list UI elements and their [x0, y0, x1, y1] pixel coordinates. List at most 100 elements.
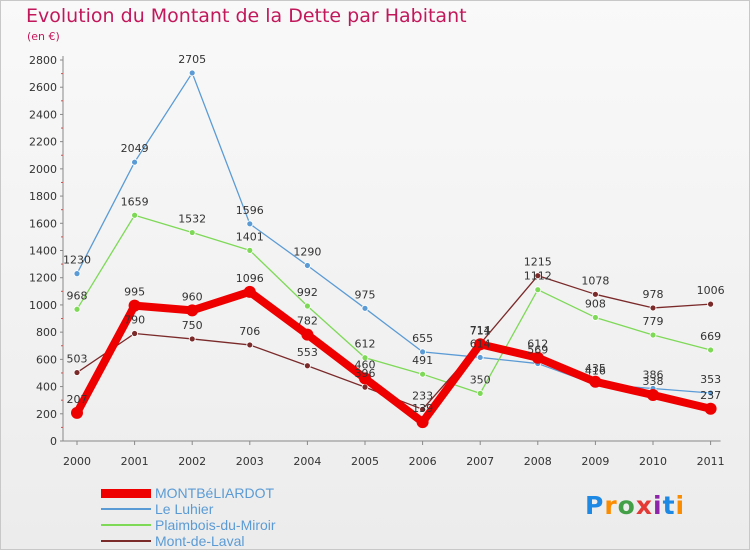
data-label: 750 [182, 319, 203, 332]
data-label: 706 [239, 325, 260, 338]
data-point [531, 351, 544, 364]
legend-label-le-luhier: Le Luhier [155, 501, 214, 517]
data-label: 491 [412, 354, 433, 367]
legend-item-montbeliardot: MONTBéLIARDOT [101, 485, 401, 501]
legend-item-plaimbois: Plaimbois-du-Miroir [101, 517, 401, 533]
data-point [131, 330, 139, 337]
data-point [361, 304, 369, 312]
data-label: 968 [67, 289, 88, 302]
data-label: 1006 [697, 284, 725, 297]
data-label: 908 [585, 297, 606, 310]
data-label: 612 [527, 338, 548, 351]
legend-swatch-mont-de-laval [101, 540, 151, 542]
data-point [303, 362, 311, 370]
x-tick-label: 2009 [581, 455, 609, 468]
x-tick-label: 2004 [293, 455, 321, 468]
logo-letter: i [653, 491, 663, 520]
series-line-plaimbois-du-miroir [76, 214, 712, 395]
data-label: 233 [412, 389, 433, 402]
data-label: 353 [700, 373, 721, 386]
data-label: 779 [643, 315, 664, 328]
data-point [188, 69, 196, 77]
data-label: 714 [470, 324, 491, 337]
legend-item-mont-de-laval: Mont-de-Laval [101, 533, 401, 549]
y-tick-label: 600 [36, 353, 57, 366]
series-lines [71, 69, 717, 429]
data-label: 386 [643, 368, 664, 381]
data-point [534, 286, 542, 294]
proxiti-logo: Proxiti [585, 491, 685, 520]
data-label: 612 [355, 338, 376, 351]
data-point [73, 270, 81, 278]
data-label: 2049 [121, 142, 149, 155]
y-tick-label: 1000 [29, 299, 57, 312]
data-point [186, 304, 199, 317]
x-tick-label: 2008 [524, 455, 552, 468]
data-point [416, 416, 429, 429]
data-label: 975 [355, 288, 376, 301]
data-point [246, 246, 254, 254]
data-label: 669 [700, 330, 721, 343]
data-point [303, 302, 311, 310]
data-point [476, 389, 484, 397]
data-label: 711 [470, 324, 491, 337]
data-point [361, 354, 369, 362]
data-point [71, 406, 83, 419]
data-label: 2705 [178, 53, 206, 66]
x-tick-label: 2000 [63, 455, 91, 468]
y-tick-label: 400 [36, 381, 57, 394]
logo-letter: t [662, 491, 676, 520]
data-label: 978 [643, 288, 664, 301]
y-tick-label: 2800 [29, 54, 57, 67]
logo-letter: P [585, 491, 605, 520]
y-tick-label: 2200 [29, 136, 57, 149]
data-label: 1078 [581, 274, 609, 287]
data-point [649, 304, 657, 312]
data-label: 614 [470, 337, 491, 350]
legend-label-mont-de-laval: Mont-de-Laval [155, 533, 245, 549]
data-labels: 1230 2049 2705 1596 1290 975 655 614 569 416 386 35… [63, 53, 725, 415]
legend-label-montbeliardot: MONTBéLIARDOT [155, 485, 275, 501]
data-point [131, 158, 139, 166]
data-label: 435 [585, 362, 606, 375]
data-label: 460 [355, 358, 376, 371]
chart-unit: (en €) [27, 30, 60, 43]
y-tick-label: 1600 [29, 217, 57, 230]
data-label: 553 [297, 346, 318, 359]
x-tick-label: 2007 [466, 455, 494, 468]
data-point [246, 220, 254, 228]
data-label: 995 [124, 286, 145, 299]
data-label: 207 [67, 393, 88, 406]
axes: 0 200 400 600 800 1000 1200 1400 1600 1800 2000 220… [29, 54, 725, 468]
legend-swatch-montbeliardot [101, 489, 151, 498]
y-tick-label: 2600 [29, 81, 57, 94]
data-point [188, 229, 196, 236]
data-label: 139 [412, 402, 433, 415]
chart-title: Evolution du Montant de la Dette par Hab… [26, 5, 467, 27]
data-label: 1096 [236, 272, 264, 285]
data-label: 237 [700, 389, 721, 402]
data-point [592, 314, 599, 321]
data-label: 992 [297, 286, 318, 299]
legend-swatch-plaimbois [101, 524, 151, 526]
data-point [73, 369, 81, 376]
data-label: 350 [470, 373, 491, 386]
data-point [419, 348, 427, 356]
y-tick-label: 2400 [29, 108, 57, 121]
legend-label-plaimbois: Plaimbois-du-Miroir [155, 517, 276, 533]
data-point [419, 405, 427, 413]
x-tick-label: 2011 [697, 455, 725, 468]
data-point [476, 354, 484, 361]
logo-letter: r [604, 491, 618, 520]
data-label: 1215 [524, 256, 552, 269]
y-tick-label: 1200 [29, 272, 57, 285]
data-label: 1596 [236, 204, 264, 217]
data-point [303, 262, 311, 269]
data-point [73, 305, 81, 313]
line-chart: 0 200 400 600 800 1000 1200 1400 1600 1800 2000 220… [29, 53, 725, 468]
data-point [707, 389, 714, 397]
data-point [301, 328, 314, 341]
legend-swatch-le-luhier [101, 508, 151, 510]
data-point [704, 402, 717, 415]
